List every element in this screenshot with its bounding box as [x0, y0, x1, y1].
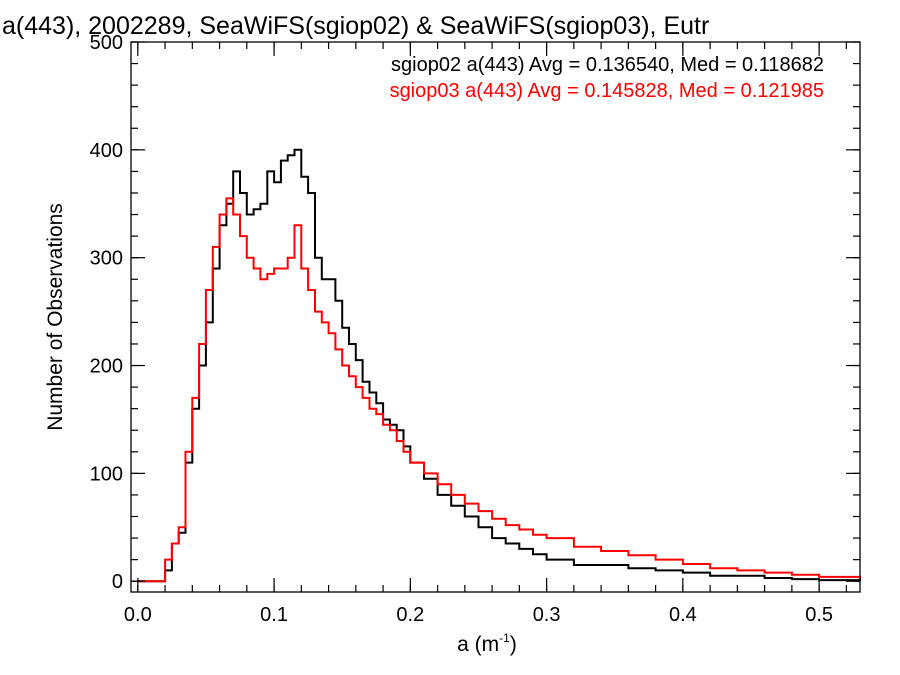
x-axis-label-close: ) [510, 633, 517, 656]
plot-content [137, 148, 861, 583]
y-tick-label: 300 [90, 248, 123, 270]
x-axis-label-exponent: -1 [499, 631, 510, 645]
plot-frame [130, 41, 861, 593]
x-tick-label: 0.2 [396, 604, 424, 626]
series-line-sgiop02 [137, 148, 861, 583]
x-tick-label: 0.0 [124, 604, 152, 626]
x-tick-label: 0.5 [805, 604, 833, 626]
y-tick-label: 200 [90, 356, 123, 378]
y-axis-label: Number of Observations [44, 203, 67, 431]
legend-entry-sgiop02: sgiop02 a(443) Avg = 0.136540, Med = 0.1… [391, 54, 824, 76]
x-axis-label: a (m-1) [457, 631, 517, 656]
y-tick-label: 400 [90, 140, 123, 162]
legend-entry-sgiop03: sgiop03 a(443) Avg = 0.145828, Med = 0.1… [390, 80, 824, 102]
chart-title: a(443), 2002289, SeaWiFS(sgiop02) & SeaW… [2, 12, 709, 40]
y-tick-label: 0 [112, 571, 123, 593]
axis-ticks [131, 41, 860, 592]
y-tick-label: 100 [90, 463, 123, 485]
series-line-sgiop03 [137, 197, 861, 583]
x-tick-label: 0.1 [260, 604, 288, 626]
y-tick-label: 500 [90, 32, 123, 54]
x-axis-label-main: a (m [457, 633, 499, 656]
axis-tick-labels: 0.0 0.1 0.2 0.3 0.4 0.5 0 100 200 300 400 500 [90, 32, 833, 626]
x-tick-label: 0.3 [533, 604, 561, 626]
x-tick-label: 0.4 [669, 604, 697, 626]
